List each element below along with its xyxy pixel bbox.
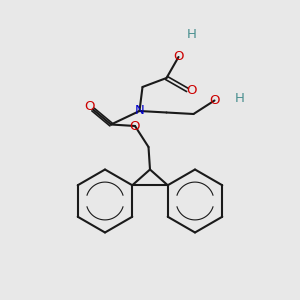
- Text: N: N: [135, 104, 144, 118]
- Text: H: H: [187, 28, 197, 41]
- Text: O: O: [84, 100, 95, 113]
- Text: O: O: [209, 94, 220, 107]
- Text: H: H: [235, 92, 245, 105]
- Text: O: O: [130, 119, 140, 133]
- Text: O: O: [173, 50, 184, 64]
- Text: O: O: [186, 83, 196, 97]
